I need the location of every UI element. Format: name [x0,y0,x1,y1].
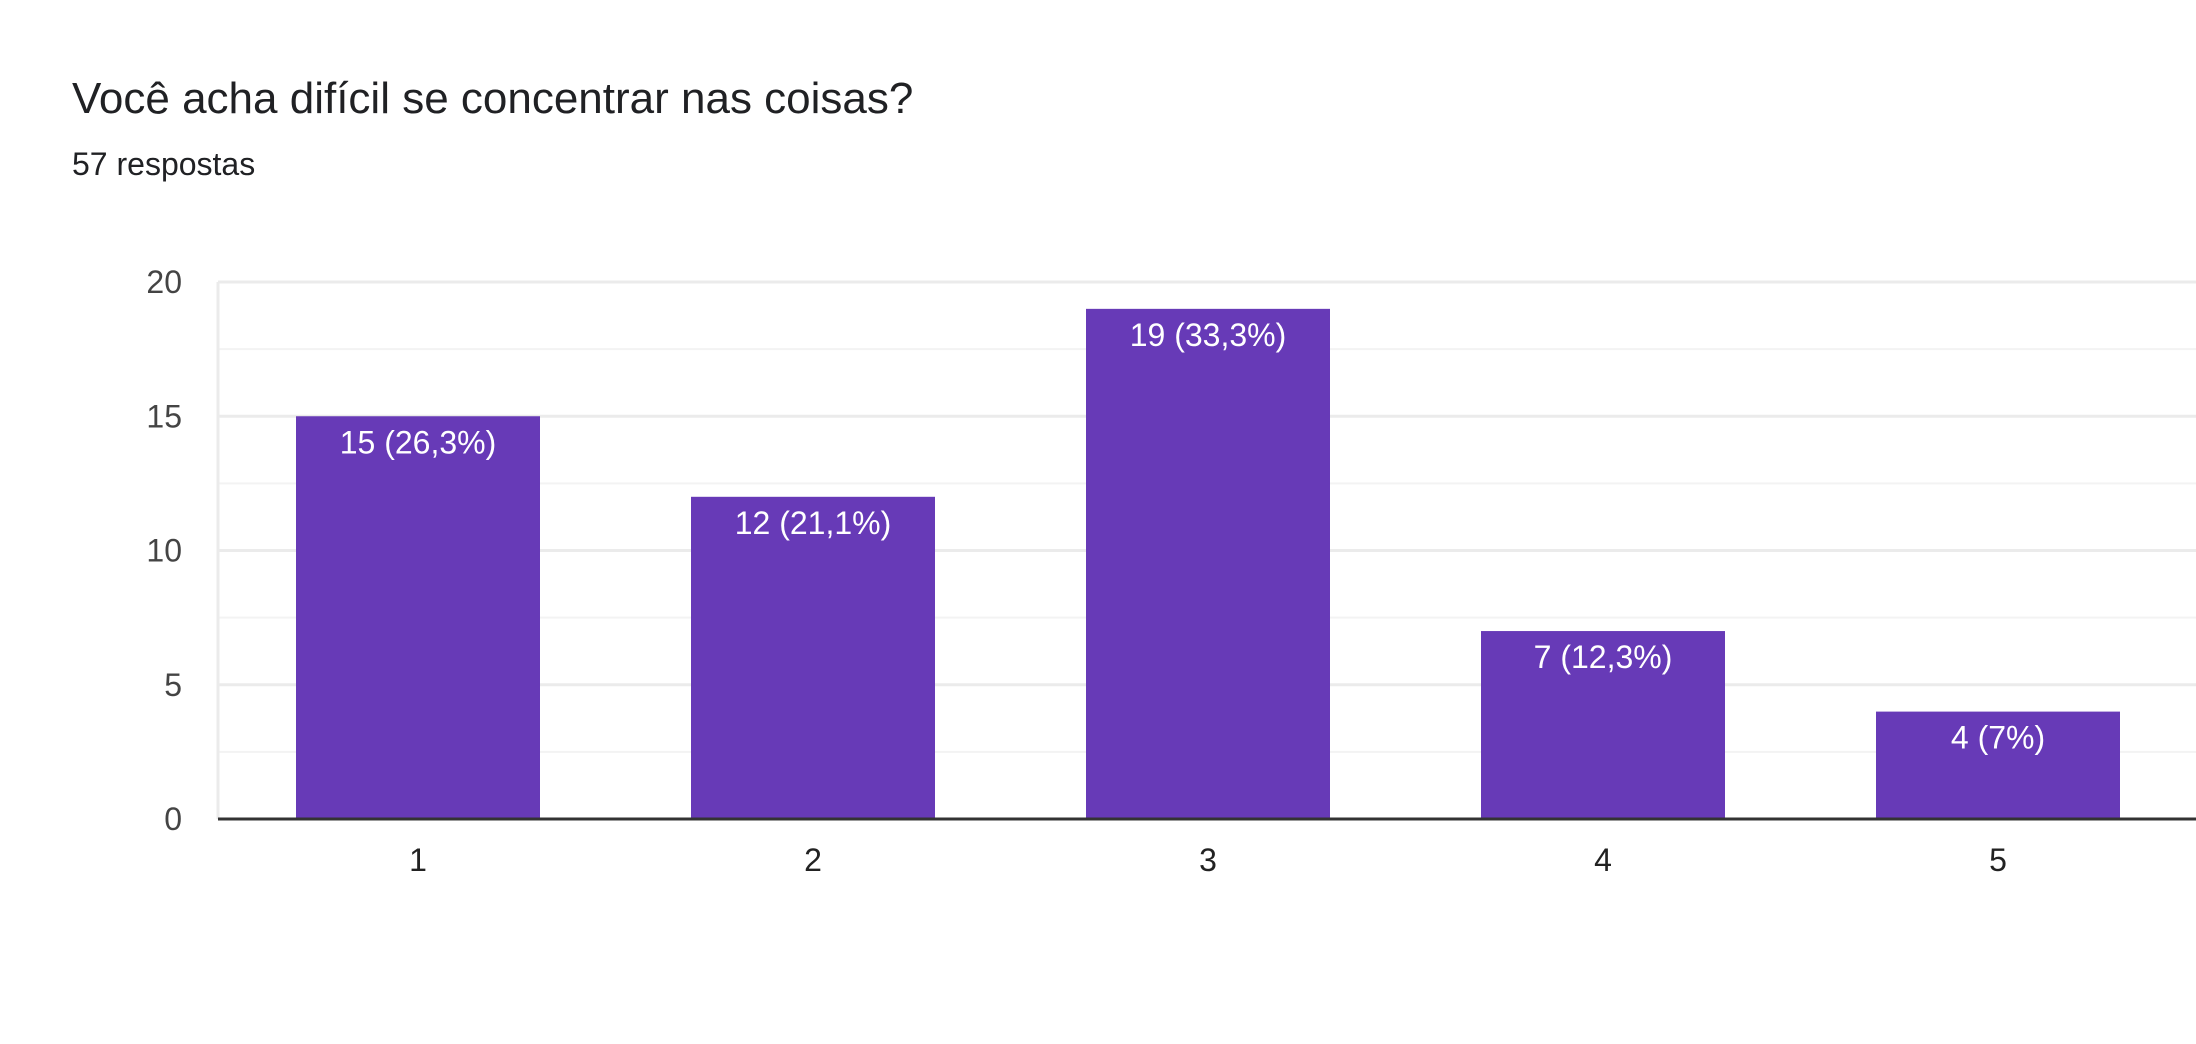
x-category-label: 4 [1594,842,1612,878]
bar-data-label: 4 (7%) [1951,720,2045,756]
response-count: 57 respostas [72,146,256,182]
bar-data-label: 19 (33,3%) [1130,317,1287,353]
y-tick-label: 20 [146,264,182,300]
bar-data-label: 7 (12,3%) [1534,639,1673,675]
y-tick-label: 10 [146,533,182,569]
y-tick-label: 0 [164,801,182,837]
y-axis-ticks: 0 5 10 15 20 [146,264,182,837]
bar [1876,711,2120,819]
x-category-label: 3 [1199,842,1217,878]
x-category-label: 5 [1989,842,2007,878]
x-category-label: 1 [409,842,427,878]
bar [1481,631,1725,819]
bar-data-label: 12 (21,1%) [735,505,892,541]
x-axis-labels: 1 2 3 4 5 [409,842,2007,878]
bar [1086,308,1330,819]
bar [691,496,935,819]
x-category-label: 2 [804,842,822,878]
y-tick-label: 15 [146,398,182,434]
bars: 15 (26,3%) 12 (21,1%) 19 (33,3%) 7 (12,3%) 4… [296,308,2120,819]
y-tick-label: 5 [164,667,182,703]
bar-data-label: 15 (26,3%) [340,424,497,460]
bar [296,416,540,819]
chart-title: Você acha difícil se concentrar nas cois… [72,74,914,123]
